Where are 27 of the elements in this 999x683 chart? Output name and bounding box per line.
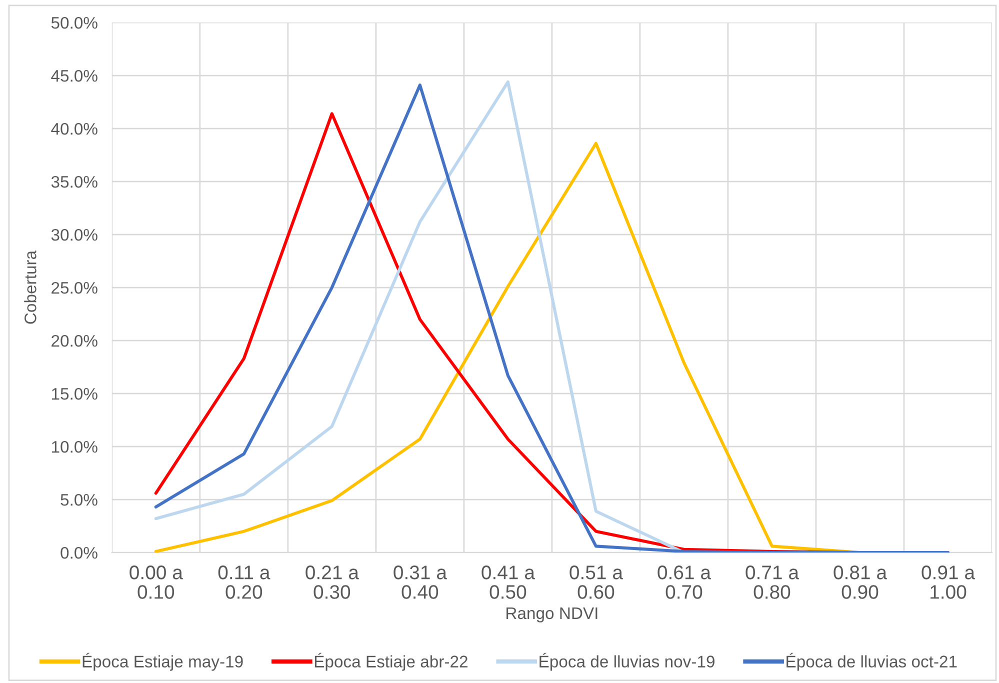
y-tick-label: 50.0% (51, 16, 98, 29)
x-tick-label: 0.81 a 0.90 (834, 566, 888, 599)
x-axis-title: Rango NDVI (506, 607, 598, 622)
y-tick-label: 40.0% (51, 122, 98, 135)
y-tick-label: 25.0% (52, 282, 98, 294)
y-axis-title: Cobertura (24, 250, 36, 324)
x-tick-label: 0.41 a 0.50 (482, 566, 535, 599)
x-tick-label: 0.71 a 0.80 (746, 566, 800, 599)
x-tick-label: 0.91 a 1.00 (922, 566, 976, 599)
y-tick-label: 15.0% (52, 388, 98, 400)
y-tick-label: 45.0% (51, 70, 98, 82)
y-tick-label: 20.0% (52, 334, 98, 347)
x-tick-label: 0.31 a 0.40 (394, 566, 447, 599)
y-tick-label: 10.0% (52, 440, 98, 453)
y-tick-label: 0.0% (60, 546, 98, 559)
y-tick-label: 30.0% (51, 228, 98, 241)
y-tick-label: 5.0% (60, 494, 98, 506)
x-tick-label: 0.51 a 0.60 (570, 566, 623, 599)
x-tick-label: 0.11 a 0.20 (218, 566, 270, 599)
legend-label: Época Estiaje may-19 (82, 652, 243, 671)
legend-label: Época de lluvias oct-21 (786, 652, 957, 671)
legend-label: Época de lluvias nov-19 (540, 652, 714, 671)
legend-label: Época Estiaje abr-22 (314, 652, 468, 671)
y-tick-label: 35.0% (51, 176, 98, 188)
x-tick-label: 0.21 a 0.30 (306, 566, 359, 599)
x-tick-label: 0.00 a 0.10 (130, 566, 183, 599)
x-tick-label: 0.61 a 0.70 (658, 566, 711, 599)
